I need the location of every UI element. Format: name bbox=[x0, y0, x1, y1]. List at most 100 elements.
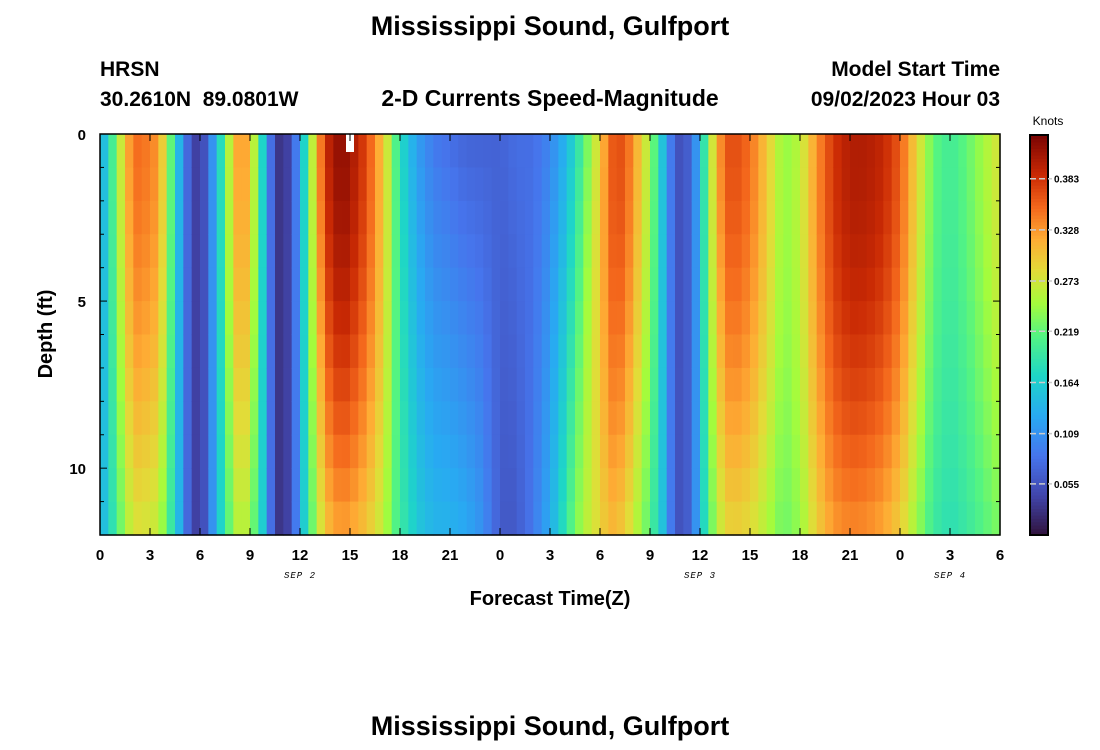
heatmap-cell bbox=[700, 501, 709, 536]
heatmap-cell bbox=[791, 501, 801, 536]
heatmap-cell bbox=[908, 501, 918, 536]
heatmap-cell bbox=[450, 367, 459, 402]
heatmap-cell bbox=[616, 267, 626, 302]
heatmap-cell bbox=[641, 167, 651, 202]
heatmap-cell bbox=[208, 200, 218, 235]
heatmap-cell bbox=[308, 267, 318, 302]
heatmap-cell bbox=[733, 501, 743, 536]
heatmap-cell bbox=[658, 501, 668, 536]
heatmap-cell bbox=[866, 501, 876, 536]
heatmap-cell bbox=[225, 134, 234, 169]
heatmap-cell bbox=[450, 267, 459, 302]
heatmap-cell bbox=[666, 167, 676, 202]
heatmap-cell bbox=[975, 301, 984, 336]
heatmap-cell bbox=[925, 134, 934, 169]
heatmap-cell bbox=[816, 367, 826, 402]
heatmap-cell bbox=[475, 234, 484, 269]
heatmap-cell bbox=[141, 167, 151, 202]
heatmap-cell bbox=[883, 267, 893, 302]
heatmap-cell bbox=[833, 234, 843, 269]
heatmap-cell bbox=[766, 468, 776, 503]
heatmap-cell bbox=[825, 200, 834, 235]
heatmap-cell bbox=[741, 334, 751, 369]
colorbar-swatch bbox=[1030, 398, 1048, 403]
heatmap-cell bbox=[250, 334, 259, 369]
heatmap-cell bbox=[708, 501, 718, 536]
heatmap-cell bbox=[333, 134, 343, 169]
colorbar-swatch bbox=[1030, 155, 1048, 159]
heatmap-cell bbox=[875, 234, 884, 269]
heatmap-cell bbox=[900, 200, 909, 235]
heatmap-cell bbox=[716, 200, 726, 235]
heatmap-cell bbox=[725, 301, 734, 336]
heatmap-cell bbox=[816, 501, 826, 536]
heatmap-cell bbox=[550, 367, 559, 402]
heatmap-cell bbox=[800, 367, 809, 402]
heatmap-cell bbox=[466, 234, 476, 269]
plot-frame bbox=[99, 133, 1001, 536]
heatmap-cell bbox=[966, 167, 976, 202]
heatmap-cell bbox=[116, 200, 126, 235]
heatmap-cell bbox=[108, 334, 118, 369]
heatmap-cell bbox=[550, 167, 559, 202]
heatmap-cell bbox=[983, 134, 993, 169]
colorbar-swatch bbox=[1030, 145, 1048, 149]
heatmap-cell bbox=[566, 468, 576, 503]
heatmap-cell bbox=[358, 234, 368, 269]
heatmap-cell bbox=[716, 334, 726, 369]
heatmap-cell bbox=[125, 501, 134, 536]
heatmap-cell bbox=[391, 468, 401, 503]
heatmap-cell bbox=[816, 234, 826, 269]
heatmap-cell bbox=[775, 267, 784, 302]
heatmap-cell bbox=[966, 468, 976, 503]
heatmap-cell bbox=[858, 501, 868, 536]
heatmap-cell bbox=[158, 501, 168, 536]
heatmap-cell bbox=[725, 134, 734, 169]
heatmap-cell bbox=[175, 200, 184, 235]
heatmap-cell bbox=[166, 501, 176, 536]
colorbar-swatch bbox=[1030, 325, 1048, 329]
heatmap-cell bbox=[466, 401, 476, 436]
heatmap-cell bbox=[641, 434, 651, 469]
heatmap-cell bbox=[575, 401, 584, 436]
heatmap-cell bbox=[108, 501, 118, 536]
heatmap-cell bbox=[133, 234, 143, 269]
heatmap-cell bbox=[241, 401, 251, 436]
heatmap-cell bbox=[250, 301, 259, 336]
heatmap-cell bbox=[616, 234, 626, 269]
heatmap-cell bbox=[208, 401, 218, 436]
heatmap-cell bbox=[833, 267, 843, 302]
heatmap-cell bbox=[675, 501, 684, 536]
heatmap-cell bbox=[500, 134, 509, 169]
x-tick-label: 21 bbox=[842, 547, 859, 564]
heatmap-cell bbox=[633, 434, 643, 469]
colorbar-swatch bbox=[1030, 445, 1048, 449]
heatmap-cell bbox=[816, 134, 826, 169]
heatmap-cell bbox=[375, 234, 384, 269]
colorbar-swatch bbox=[1030, 331, 1048, 336]
heatmap-cell bbox=[275, 501, 284, 536]
heatmap-cell bbox=[991, 501, 1001, 536]
heatmap-cell bbox=[691, 301, 701, 336]
heatmap-cell bbox=[575, 301, 584, 336]
heatmap-cell bbox=[508, 267, 518, 302]
heatmap-cell bbox=[125, 434, 134, 469]
heatmap-cell bbox=[875, 267, 884, 302]
colorbar-swatch bbox=[1030, 381, 1048, 386]
heatmap-cell bbox=[191, 234, 201, 269]
heatmap-cell bbox=[941, 267, 951, 302]
heatmap-cell bbox=[450, 200, 459, 235]
heatmap-cell bbox=[250, 434, 259, 469]
colorbar-swatch bbox=[1030, 308, 1048, 313]
colorbar-swatch bbox=[1030, 461, 1048, 466]
heatmap-cell bbox=[450, 167, 459, 202]
heatmap-cell bbox=[158, 367, 168, 402]
heatmap-cell bbox=[825, 167, 834, 202]
heatmap-cell bbox=[141, 334, 151, 369]
heatmap-cell bbox=[975, 234, 984, 269]
heatmap-cell bbox=[325, 401, 334, 436]
heatmap-cell bbox=[675, 367, 684, 402]
heatmap-cell bbox=[733, 234, 743, 269]
heatmap-cell bbox=[183, 200, 193, 235]
heatmap-cell bbox=[100, 301, 109, 336]
